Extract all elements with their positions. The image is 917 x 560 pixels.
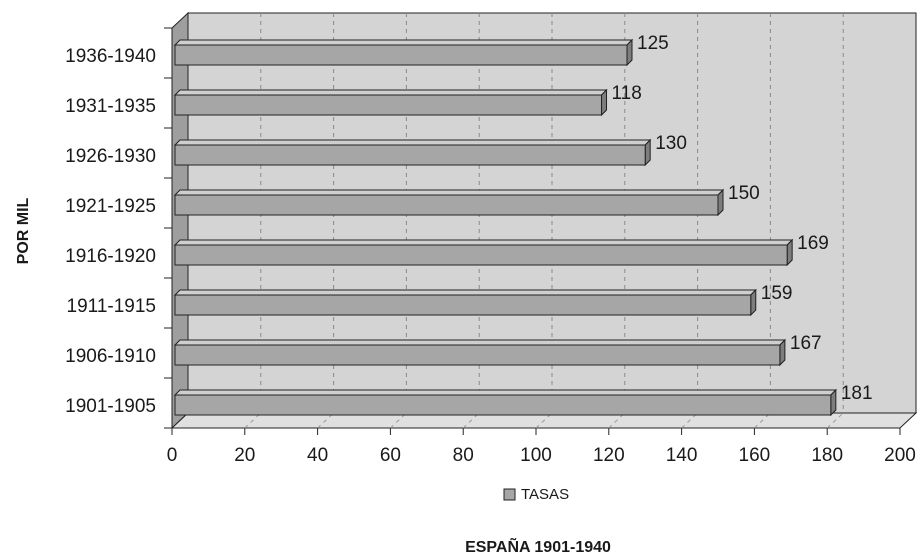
bar-front [174, 394, 832, 416]
bar-1921-1925 [173, 188, 725, 217]
bar-1931-1935 [173, 88, 608, 117]
x-tick-label: 200 [884, 445, 916, 466]
bar-side [626, 38, 633, 67]
bar-side [750, 288, 757, 317]
value-label: 159 [761, 283, 793, 304]
bar-top [173, 39, 634, 46]
bar-side [601, 88, 608, 117]
bar-1911-1915 [173, 288, 757, 317]
bar-front [174, 94, 603, 116]
y-tick-label: 1901-1905 [65, 396, 156, 417]
value-label: 150 [728, 183, 760, 204]
y-tick-label: 1906-1910 [65, 346, 156, 367]
bar-top [173, 289, 757, 296]
bar-top [173, 189, 725, 196]
y-tick-label: 1916-1920 [65, 246, 156, 267]
legend: TASAS [503, 486, 569, 503]
y-tick-label: 1926-1930 [65, 146, 156, 167]
legend-label: TASAS [521, 486, 569, 503]
legend-swatch [503, 488, 516, 501]
bar-1926-1930 [173, 138, 652, 167]
plot-area [164, 11, 917, 435]
x-tick-label: 120 [593, 445, 625, 466]
bar-1901-1905 [173, 388, 838, 417]
bar-front [174, 344, 781, 366]
y-tick-label: 1931-1935 [65, 96, 156, 117]
y-tick-label: 1936-1940 [65, 46, 156, 67]
x-tick-label: 40 [307, 445, 328, 466]
value-label: 125 [637, 33, 669, 54]
bar-top [173, 389, 838, 396]
bar-side [830, 388, 837, 417]
x-tick-label: 0 [167, 445, 178, 466]
value-label: 130 [655, 133, 687, 154]
chart-caption: ESPAÑA 1901-1940 [465, 536, 611, 556]
bar-top [173, 339, 787, 346]
bar-side [786, 238, 793, 267]
bar-1906-1910 [173, 338, 787, 367]
x-tick-label: 20 [234, 445, 255, 466]
bar-side [779, 338, 786, 367]
plot-side-wall [171, 11, 189, 430]
y-tick-label: 1911-1915 [67, 296, 156, 317]
bar-front [174, 244, 788, 266]
x-tick-label: 80 [453, 445, 474, 466]
value-label: 167 [790, 333, 822, 354]
x-tick-label: 180 [811, 445, 843, 466]
y-axis-title: POR MIL [15, 197, 32, 264]
value-label: 118 [612, 83, 642, 104]
bar-side [717, 188, 724, 217]
bar-top [173, 139, 652, 146]
bar-front [174, 44, 628, 66]
bar-front [174, 294, 752, 316]
bar-side [644, 138, 651, 167]
value-label: 181 [841, 383, 873, 404]
x-tick-label: 100 [520, 445, 552, 466]
x-tick-label: 160 [739, 445, 771, 466]
bars [173, 38, 838, 417]
bar-front [174, 194, 719, 216]
gridline-floor [826, 412, 844, 429]
bar-front [174, 144, 646, 166]
x-tick-label: 60 [380, 445, 401, 466]
y-tick-label: 1921-1925 [65, 196, 156, 217]
labels: 0 20 40 60 80 100 120 140 160 180 200 181 1901-1905 1… [65, 33, 916, 466]
value-label: 169 [797, 233, 829, 254]
bar-1916-1920 [173, 238, 794, 267]
x-tick-label: 140 [666, 445, 698, 466]
bar-top [173, 239, 794, 246]
bar-1936-1940 [173, 38, 634, 67]
bar-top [173, 89, 608, 96]
